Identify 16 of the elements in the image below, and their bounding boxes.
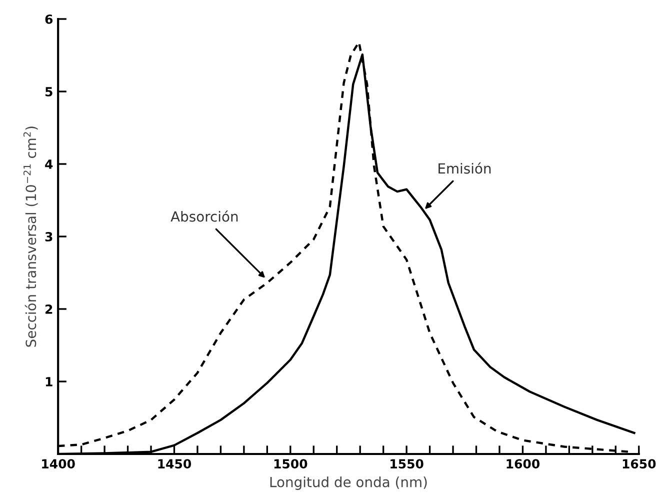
x-tick-label: 1500 [274, 459, 308, 469]
y-tick-label: 1 [46, 377, 52, 386]
x-axis-title: Longitud de onda (nm) [270, 476, 427, 490]
y-tick-label: 2 [46, 304, 52, 314]
x-tick-label: 1600 [506, 459, 540, 469]
y-tick-label: 3 [45, 232, 52, 242]
x-tick-label: 1650 [622, 459, 656, 469]
annotation: Absorción [170, 210, 238, 222]
y-tick-label: 4 [45, 160, 53, 169]
x-tick-label: 1550 [390, 459, 424, 469]
x-tick-label: 1450 [158, 459, 192, 469]
y-tick-label: 5 [45, 87, 52, 96]
y-axis-title: Sección transversal (10$^{−21}$ cm$^{2}$) [23, 126, 38, 347]
annotation: Emisión [438, 162, 491, 174]
x-tick-label: 1400 [42, 459, 75, 469]
y-tick-label: 6 [45, 14, 53, 24]
